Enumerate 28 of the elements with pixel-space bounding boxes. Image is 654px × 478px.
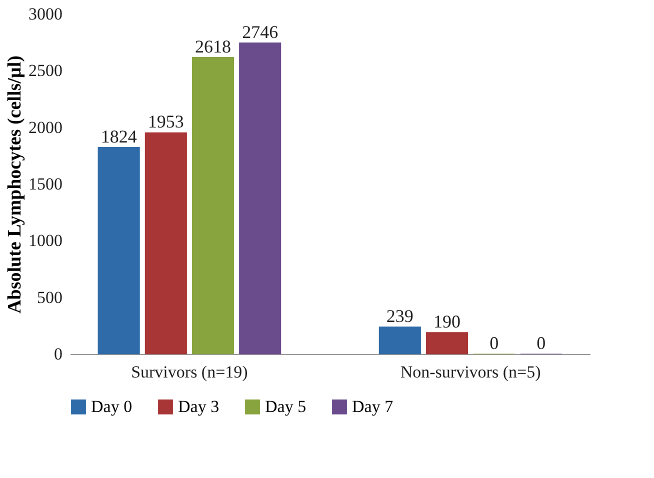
data-label: 1824: [100, 126, 137, 146]
x-tick-label: Non-survivors (n=5): [400, 362, 541, 382]
data-label: 2746: [242, 22, 278, 42]
bar: [239, 42, 282, 354]
y-tick-label: 2000: [28, 118, 62, 137]
bar: [378, 326, 421, 354]
bar: [426, 332, 468, 354]
data-label: 190: [433, 311, 460, 332]
legend-label: Day 7: [352, 396, 394, 416]
data-label: 0: [490, 333, 499, 353]
x-tick-label: Survivors (n=19): [131, 362, 248, 382]
data-label: 239: [386, 306, 414, 326]
legend-label: Day 0: [91, 396, 132, 416]
y-tick-label: 500: [37, 288, 62, 307]
data-label: 1953: [148, 112, 184, 132]
y-tick-label: 0: [54, 344, 62, 364]
y-axis-title: Absolute Lymphocytes (cells/µl): [4, 56, 26, 314]
y-tick-label: 1500: [28, 174, 62, 194]
data-label: 2618: [195, 36, 232, 56]
y-tick-label: 1000: [28, 231, 62, 250]
legend-label: Day 3: [178, 396, 220, 416]
legend-label: Day 5: [265, 396, 306, 416]
y-tick-label: 2500: [28, 61, 62, 80]
bar: [98, 146, 140, 354]
bar: [144, 132, 187, 354]
bar: [192, 56, 234, 354]
y-tick-label: 3000: [28, 4, 62, 24]
data-label: 0: [536, 333, 546, 353]
